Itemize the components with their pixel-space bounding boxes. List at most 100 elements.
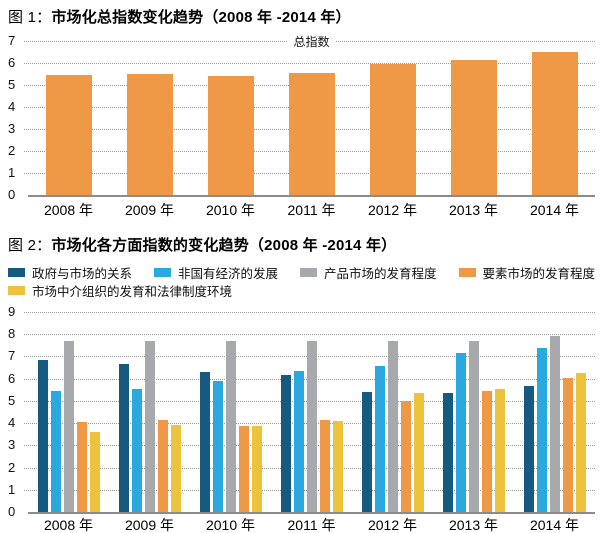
- legend-swatch-5: [8, 286, 25, 295]
- y-axis-tick-2: 2: [8, 459, 16, 475]
- y-axis-tick-3: 3: [8, 437, 16, 453]
- chart-2-title-prefix: 图 2：: [8, 237, 52, 254]
- y-axis-tick-4: 4: [8, 99, 16, 114]
- y-axis-tick-5: 5: [8, 392, 16, 408]
- bar-group-2011 年: [280, 340, 343, 512]
- legend-swatch-3: [300, 268, 318, 277]
- bar-group-2010 年: [199, 340, 262, 512]
- bar-series-2-2011 年: [293, 370, 304, 512]
- y-axis-tick-5: 5: [8, 77, 16, 92]
- chart-2-legend-row-2: 市场中介组织的发育和法律制度环境: [8, 281, 232, 300]
- bar-series-1-2014 年: [523, 386, 534, 512]
- bar-group-2014 年: [523, 336, 586, 512]
- bar-series-3-2012 年: [387, 340, 398, 512]
- bar-series-5-2009 年: [170, 425, 181, 512]
- bar-series-4-2013 年: [481, 390, 492, 512]
- x-axis-label-7: 2014 年: [529, 517, 580, 533]
- chart-2-plot: [24, 312, 595, 514]
- total-index-bar-2008 年: [45, 75, 92, 195]
- bar-group-2009 年: [118, 340, 181, 512]
- x-axis-label-4: 2011 年: [287, 202, 336, 218]
- y-axis-tick-1: 1: [8, 165, 16, 180]
- bar-series-5-2014 年: [575, 373, 586, 512]
- bar-series-3-2013 年: [468, 340, 479, 512]
- bar-series-2-2009 年: [131, 388, 142, 512]
- legend-item-5: 市场中介组织的发育和法律制度环境: [8, 281, 232, 300]
- legend-item-4: 要素市场的发育程度: [458, 263, 596, 282]
- total-index-bar-2010 年: [207, 76, 254, 195]
- y-axis-tick-0: 0: [8, 504, 16, 519]
- x-axis-label-1: 2008 年: [43, 202, 94, 218]
- total-index-bar-2014 年: [531, 52, 578, 195]
- bar-series-2-2014 年: [536, 347, 547, 512]
- chart-1-title-text: 市场化总指数变化趋势（2008 年 -2014 年）: [51, 9, 351, 26]
- chart-1-series-label: 总指数: [287, 33, 336, 50]
- bar-group-2013 年: [442, 340, 505, 512]
- x-axis-label-1: 2008 年: [43, 517, 94, 533]
- x-axis-label-2: 2009 年: [124, 517, 175, 533]
- bar-series-5-2010 年: [251, 426, 262, 512]
- x-axis-label-6: 2013 年: [448, 517, 499, 533]
- x-axis-label-4: 2011 年: [287, 517, 336, 533]
- bar-series-3-2009 年: [144, 340, 155, 512]
- x-axis-label-3: 2010 年: [205, 517, 256, 533]
- chart-2-title-text: 市场化各方面指数的变化趋势（2008 年 -2014 年）: [51, 237, 397, 254]
- gridline-y6: [24, 63, 595, 64]
- bar-series-3-2014 年: [549, 336, 560, 512]
- bar-series-1-2008 年: [37, 359, 48, 512]
- bar-series-5-2013 年: [494, 388, 505, 512]
- x-axis-label-6: 2013 年: [448, 202, 499, 218]
- bar-series-4-2011 年: [319, 419, 330, 512]
- legend-label-3: 产品市场的发育程度: [324, 267, 437, 281]
- chart-1-title: 图 1：市场化总指数变化趋势（2008 年 -2014 年）: [8, 6, 351, 27]
- bar-series-3-2010 年: [225, 340, 236, 512]
- bar-series-2-2010 年: [212, 380, 223, 512]
- bar-series-4-2014 年: [562, 377, 573, 512]
- y-axis-tick-7: 7: [8, 348, 16, 364]
- bar-series-4-2012 年: [400, 400, 411, 512]
- legend-label-5: 市场中介组织的发育和法律制度环境: [32, 285, 233, 299]
- legend-item-2: 非国有经济的发展: [154, 263, 278, 282]
- bar-series-3-2011 年: [306, 340, 317, 512]
- legend-label-1: 政府与市场的关系: [32, 267, 133, 281]
- y-axis-tick-1: 1: [8, 481, 16, 497]
- bar-series-1-2009 年: [118, 364, 129, 512]
- bar-series-1-2013 年: [442, 393, 453, 512]
- y-axis-tick-7: 7: [8, 33, 16, 48]
- y-axis-tick-6: 6: [8, 370, 16, 386]
- bar-group-2008 年: [37, 340, 100, 512]
- bar-group-2012 年: [361, 340, 424, 512]
- legend-label-2: 非国有经济的发展: [178, 267, 279, 281]
- chart-2-title: 图 2：市场化各方面指数的变化趋势（2008 年 -2014 年）: [8, 234, 396, 255]
- y-axis-tick-8: 8: [8, 326, 16, 342]
- y-axis-tick-0: 0: [8, 187, 16, 202]
- total-index-bar-2009 年: [126, 74, 173, 195]
- total-index-bar-2012 年: [369, 64, 416, 195]
- bar-series-4-2008 年: [76, 422, 87, 512]
- bar-series-3-2008 年: [63, 340, 74, 512]
- y-axis-tick-2: 2: [8, 143, 16, 158]
- chart-1-title-prefix: 图 1：: [8, 9, 52, 26]
- legend-swatch-2: [154, 268, 172, 277]
- x-axis-label-2: 2009 年: [124, 202, 175, 218]
- total-index-bar-2011 年: [288, 72, 335, 195]
- y-axis-tick-9: 9: [8, 304, 16, 319]
- bar-series-1-2012 年: [361, 392, 372, 512]
- legend-label-4: 要素市场的发育程度: [482, 267, 596, 281]
- chart-1-plot: 总指数: [24, 33, 595, 197]
- y-axis-tick-6: 6: [8, 55, 16, 70]
- legend-swatch-4: [458, 268, 476, 277]
- gridline-y9: [24, 312, 595, 313]
- x-axis-label-5: 2012 年: [367, 517, 418, 533]
- bar-series-2-2013 年: [455, 353, 466, 512]
- bar-series-4-2010 年: [238, 426, 249, 512]
- bar-series-5-2011 年: [332, 420, 343, 512]
- x-axis-label-5: 2012 年: [367, 202, 418, 218]
- gridline-y8: [24, 334, 595, 336]
- bar-series-1-2010 年: [199, 372, 210, 512]
- legend-swatch-1: [8, 268, 25, 277]
- y-axis-tick-4: 4: [8, 415, 16, 431]
- bar-series-1-2011 年: [280, 375, 291, 512]
- x-axis-label-3: 2010 年: [205, 202, 256, 218]
